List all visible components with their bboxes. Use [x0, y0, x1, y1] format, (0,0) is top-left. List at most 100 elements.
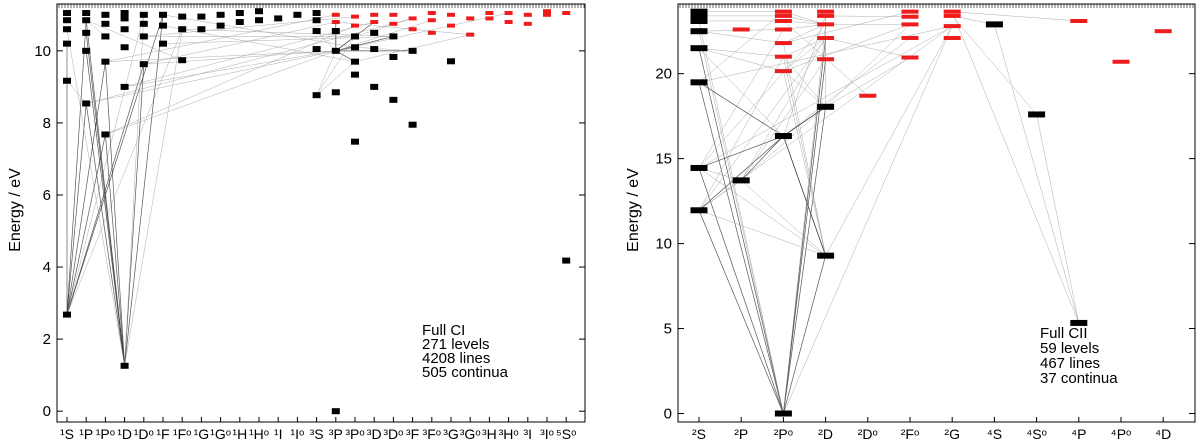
transition-line [86, 19, 183, 61]
transition-line [698, 37, 826, 211]
energy-level [255, 17, 263, 24]
transition-line [783, 37, 911, 137]
right-transition-lines [698, 11, 1080, 414]
transition-line [825, 15, 911, 17]
transition-line [783, 37, 826, 72]
energy-level [120, 362, 129, 369]
transition-line [316, 36, 356, 96]
energy-level [101, 58, 110, 65]
x-tick-label-term: ¹G [194, 426, 210, 442]
left-annotation-title: Full CI [422, 322, 465, 339]
left-transition-lines [66, 12, 509, 366]
transition-line [698, 48, 784, 137]
transition-line [698, 47, 784, 72]
energy-level [732, 177, 750, 184]
axes-frame [56, 3, 586, 423]
transition-line [698, 82, 784, 414]
energy-level-red [466, 32, 475, 37]
energy-level-red [774, 69, 792, 74]
energy-level-red [943, 35, 961, 40]
energy-level [82, 29, 91, 36]
x-tick-label-term: ³I [524, 426, 533, 442]
energy-level [408, 47, 417, 54]
energy-level-red [774, 54, 792, 59]
transition-line [783, 106, 826, 414]
energy-level [63, 10, 71, 17]
energy-level-red [1154, 29, 1172, 34]
y-tick-label: 4 [43, 259, 51, 276]
energy-level [159, 11, 167, 18]
transition-line [740, 37, 826, 181]
transition-line [698, 167, 784, 414]
transition-line [85, 103, 125, 366]
energy-level [1028, 111, 1046, 118]
energy-level [178, 57, 187, 64]
energy-level [139, 20, 148, 27]
energy-level-red [817, 22, 835, 27]
x-tick-label-term: ¹F [156, 426, 169, 442]
energy-level-red [774, 27, 792, 32]
energy-level [351, 58, 359, 65]
transition-line [825, 25, 953, 256]
x-tick-label-term: ³Hᵒ [499, 426, 519, 442]
right-energy-levels [690, 8, 1172, 417]
energy-level-red [817, 57, 835, 62]
left-axes: 0 2 4 6 8 10 ¹S ¹P ¹Pᵒ ¹D ¹Dᵒ ¹F ¹Fᵒ ¹G ¹Gᵒ ¹H ¹Hᵒ ¹I ¹Iᵒ ³… [34, 3, 586, 442]
energy-level [82, 17, 91, 24]
transition-line [952, 11, 1079, 22]
transition-line [783, 11, 911, 44]
transition-line [783, 11, 826, 25]
transition-line [66, 14, 145, 315]
energy-level [293, 11, 302, 18]
energy-level [63, 17, 71, 24]
right-annotation: Full CII 59 levels 467 lines 37 continua [1040, 325, 1118, 387]
energy-level-red [466, 16, 475, 21]
energy-level [197, 26, 206, 33]
transition-line [783, 43, 826, 256]
energy-level-red [562, 11, 571, 16]
transition-line [783, 24, 826, 44]
transition-line [741, 180, 826, 256]
transition-line [783, 106, 826, 137]
x-tick-label-term: ³F [406, 426, 419, 442]
y-tick-label: 20 [655, 66, 672, 83]
energy-level-red [427, 11, 436, 16]
energy-level [370, 46, 379, 53]
energy-level-red [774, 41, 792, 46]
energy-level-red [427, 18, 436, 23]
energy-level [690, 45, 708, 52]
x-tick-label-term: ²Pᵒ [774, 426, 793, 442]
x-tick-label-term: ³H [482, 426, 497, 442]
left-y-axis-label: Energy / eV [7, 168, 24, 252]
energy-level [774, 133, 792, 140]
x-tick-label-term: ³S [310, 426, 324, 442]
x-tick-label-term: ¹D [117, 426, 132, 442]
energy-level-red [732, 27, 750, 32]
energy-level-red [485, 11, 494, 16]
energy-level-red [523, 12, 532, 17]
energy-level [774, 410, 792, 417]
energy-level [351, 44, 359, 51]
energy-level [159, 22, 167, 29]
right-axes: 0 5 10 15 20 ²S ²P ²Pᵒ ²D ²Dᵒ ²Fᵒ ²G ⁴S ⁴Sᵒ ⁴P ⁴Pᵒ ⁴D [655, 3, 1196, 442]
energy-level-red [901, 9, 919, 14]
transition-line [335, 36, 394, 52]
x-tick-label-term: ⁵Sᵒ [556, 426, 576, 442]
transition-line [698, 48, 784, 414]
energy-level-red [523, 21, 532, 26]
transition-line [66, 29, 183, 315]
x-tick-label-term: ³Dᵒ [383, 426, 403, 442]
x-tick-label-term: ³G [443, 426, 459, 442]
transition-line [698, 82, 784, 137]
transition-line [825, 57, 911, 108]
x-tick-label-term: ¹Pᵒ [96, 426, 115, 442]
y-tick-label: 6 [43, 187, 51, 204]
energy-level [63, 77, 71, 84]
energy-level-red [859, 93, 877, 98]
energy-level [817, 103, 835, 110]
energy-level-red [543, 12, 551, 17]
transition-line [825, 37, 911, 58]
x-tick-label-term: ¹Iᵒ [290, 426, 304, 442]
x-tick-label-term: ¹Gᵒ [210, 426, 231, 442]
transition-line [124, 14, 164, 366]
